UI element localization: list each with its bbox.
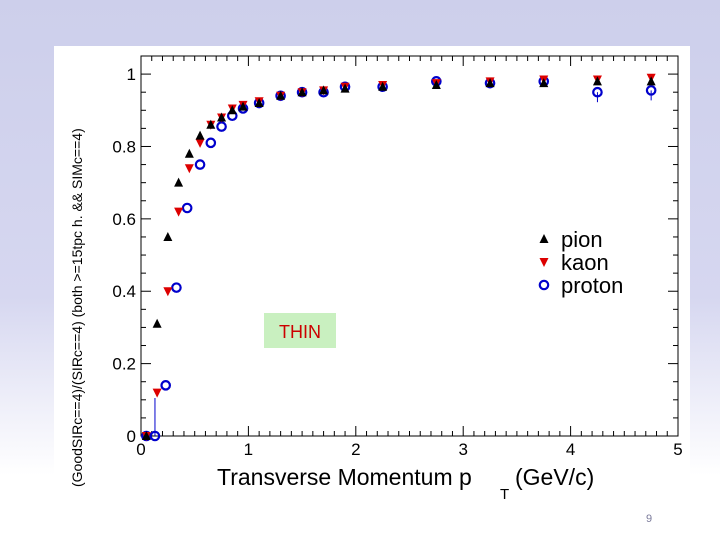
y-tick-label: 0.2 [112, 355, 136, 374]
pion-point [152, 318, 162, 328]
proton-point [171, 282, 182, 293]
kaon-point [195, 138, 205, 148]
proton-point [205, 137, 217, 149]
x-tick-label: 4 [566, 440, 575, 459]
chart: 0 1 2 3 4 5 0 0.2 0.4 0.6 0.8 1 Transverse Momentu… [69, 55, 683, 503]
legend-label-proton: proton [561, 273, 623, 298]
pion-point [238, 101, 248, 111]
y-tick-label: 0 [127, 427, 136, 446]
thin-annotation-box [264, 313, 336, 348]
pion-point [378, 81, 388, 91]
x-tick-label: 2 [351, 440, 360, 459]
thin-annotation: THIN [264, 313, 336, 348]
y-tick-label: 0.4 [112, 282, 136, 301]
series-pion [141, 76, 656, 440]
chart-figure: 0 1 2 3 4 5 0 0.2 0.4 0.6 0.8 1 Transverse Momentu… [54, 46, 690, 503]
pion-point [195, 130, 205, 140]
x-tick-label: 3 [458, 440, 467, 459]
pion-point [539, 78, 549, 88]
legend-label-kaon: kaon [561, 250, 609, 275]
pion-point [163, 231, 173, 241]
proton-point [645, 85, 657, 96]
pion-point [340, 83, 350, 93]
legend-marker-proton [538, 279, 550, 291]
pion-point [592, 76, 602, 86]
x-tick-label: 1 [244, 440, 253, 459]
x-axis-title-main: Transverse Momentum p [217, 464, 472, 490]
kaon-point [163, 287, 173, 297]
proton-point [181, 202, 193, 214]
pion-point [485, 78, 495, 88]
proton-point [194, 159, 206, 170]
pion-point [141, 431, 151, 440]
legend-marker-kaon [539, 258, 549, 267]
proton-point [160, 380, 172, 391]
legend-label-pion: pion [561, 227, 603, 252]
pion-point [319, 85, 329, 95]
pion-point [227, 105, 237, 115]
y-tick-label: 1 [127, 65, 136, 84]
thin-annotation-text: THIN [279, 322, 321, 342]
y-tick-labels: 0 0.2 0.4 0.6 0.8 1 [112, 65, 136, 446]
pion-point [217, 112, 227, 122]
pion-point [206, 119, 216, 129]
y-tick-label: 0.8 [112, 137, 136, 156]
x-tick-label: 0 [136, 440, 145, 459]
y-axis-title: (GoodSIRc==4)/(SIRc==4) (both >=15tpc h.… [69, 128, 85, 487]
legend-marker-pion [539, 234, 549, 243]
kaon-point [174, 207, 184, 217]
x-axis-title-unit: (GeV/c) [515, 464, 594, 490]
pion-point [174, 177, 184, 187]
data-markers [141, 73, 657, 442]
pion-point [184, 148, 194, 158]
axes-ticks [140, 55, 679, 437]
y-tick-label: 0.6 [112, 210, 136, 229]
pion-point [276, 90, 286, 100]
kaon-point [152, 388, 162, 398]
proton-point [149, 430, 161, 442]
pion-point [254, 98, 264, 108]
page-number: 9 [646, 513, 653, 525]
pion-point [431, 79, 441, 89]
x-tick-label: 5 [673, 440, 682, 459]
kaon-point [184, 164, 194, 174]
proton-point [592, 86, 603, 98]
pion-point [646, 76, 656, 86]
pion-point [297, 87, 307, 97]
x-axis-title-subscript: T [500, 486, 509, 503]
x-axis-title: Transverse Momentum p [217, 464, 472, 490]
x-tick-labels: 0 1 2 3 4 5 [136, 440, 682, 459]
